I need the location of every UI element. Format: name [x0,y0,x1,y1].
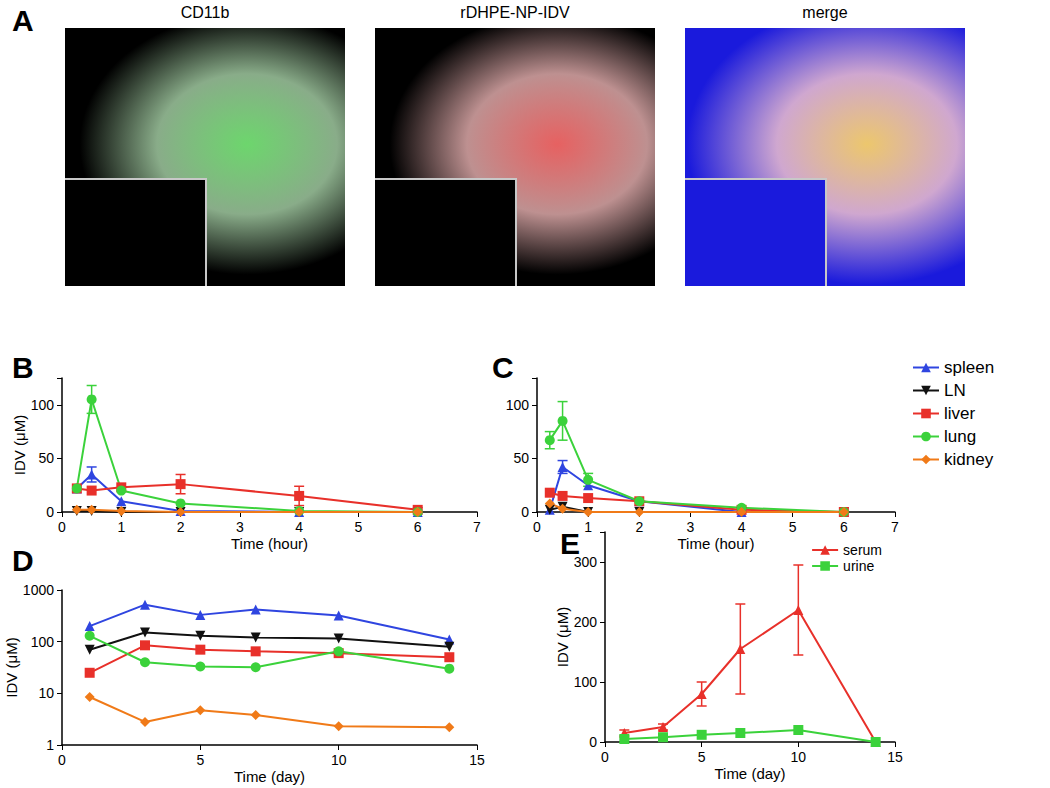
html-text:rDHPE-NP-IDV: rDHPE-NP-IDV [460,4,570,21]
svg-text:serum: serum [843,542,882,558]
svg-text:lung: lung [944,427,976,446]
svg-text:6: 6 [840,519,848,535]
svg-text:Time (hour): Time (hour) [231,535,308,552]
svg-text:5: 5 [355,519,363,535]
svg-text:5: 5 [789,519,797,535]
svg-text:5: 5 [698,749,706,765]
svg-text:2: 2 [177,519,185,535]
svg-text:2: 2 [635,519,643,535]
svg-text:0: 0 [58,752,66,768]
svg-text:100: 100 [31,634,55,650]
svg-text:1: 1 [46,737,54,753]
svg-text:D: D [12,544,34,577]
svg-text:10: 10 [791,749,807,765]
svg-text:5: 5 [196,752,204,768]
svg-text:C: C [492,351,514,384]
svg-text:100: 100 [31,397,55,413]
svg-text:B: B [12,351,34,384]
svg-text:100: 100 [574,674,598,690]
svg-text:0: 0 [58,519,66,535]
svg-text:50: 50 [513,450,529,466]
svg-text:kidney: kidney [944,450,994,469]
html-text:merge: merge [802,4,848,21]
svg-text:Time (day): Time (day) [234,768,305,785]
svg-text:Time (hour): Time (hour) [678,535,755,552]
svg-text:3: 3 [687,519,695,535]
svg-text:1000: 1000 [23,582,54,598]
svg-text:4: 4 [738,519,746,535]
svg-text:15: 15 [469,752,485,768]
svg-text:4: 4 [295,519,303,535]
html-text:CD11b: CD11b [180,4,230,21]
svg-text:300: 300 [574,554,598,570]
svg-text:1: 1 [584,519,592,535]
svg-text:IDV (μM): IDV (μM) [554,607,571,667]
svg-text:E: E [560,526,580,560]
svg-text:LN: LN [944,381,966,400]
svg-text:3: 3 [236,519,244,535]
svg-text:0: 0 [601,749,609,765]
svg-text:1: 1 [117,519,125,535]
svg-text:0: 0 [46,504,54,520]
svg-text:liver: liver [944,404,976,423]
svg-text:50: 50 [38,450,54,466]
svg-text:15: 15 [887,749,903,765]
svg-text:10: 10 [331,752,347,768]
svg-text:200: 200 [574,614,598,630]
svg-text:urine: urine [843,558,874,574]
svg-text:IDV (μM): IDV (μM) [11,415,28,475]
svg-text:7: 7 [473,519,481,535]
svg-text:0: 0 [589,734,597,750]
svg-text:7: 7 [891,519,899,535]
svg-text:0: 0 [533,519,541,535]
svg-text:IDV (μM): IDV (μM) [3,637,20,697]
svg-text:6: 6 [414,519,422,535]
svg-text:Time (day): Time (day) [714,765,785,782]
svg-text:100: 100 [506,397,530,413]
html-text:A: A [12,4,34,37]
svg-text:spleen: spleen [944,358,994,377]
svg-text:10: 10 [38,685,54,701]
svg-text:0: 0 [521,504,529,520]
